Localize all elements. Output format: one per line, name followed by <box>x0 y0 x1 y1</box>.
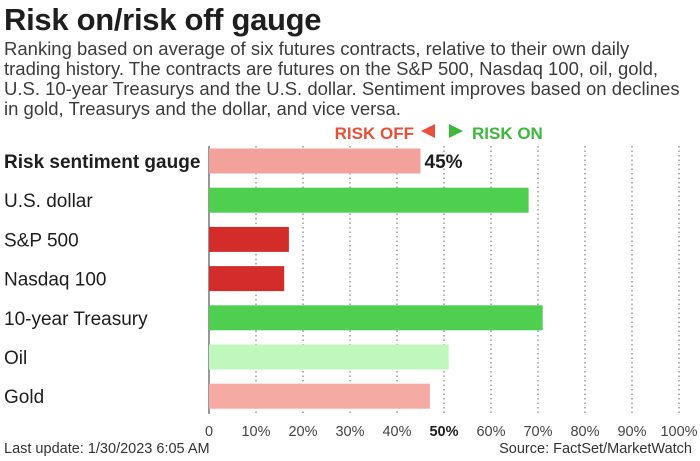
category-label: U.S. dollar <box>4 191 93 212</box>
x-tick-label: 70% <box>523 424 552 440</box>
subtitle-line: U.S. 10-year Treasurys and the U.S. doll… <box>4 78 680 99</box>
x-tick-label: 30% <box>335 424 364 440</box>
chart-title: Risk on/risk off gauge <box>4 2 322 37</box>
bar <box>209 226 289 252</box>
x-tick-label: 20% <box>288 424 317 440</box>
risk-off-arrow-icon <box>421 124 435 138</box>
bar <box>209 187 529 213</box>
x-tick-label: 80% <box>570 424 599 440</box>
subtitle-line: trading history. The contracts are futur… <box>4 58 659 79</box>
last-update-note: Last update: 1/30/2023 6:05 AM <box>4 441 210 457</box>
x-tick-label: 40% <box>382 424 411 440</box>
gauge-category-label: Risk sentiment gauge <box>4 152 200 173</box>
source-note: Source: FactSet/MarketWatch <box>499 441 692 457</box>
category-label: S&P 500 <box>4 230 79 251</box>
x-tick-label: 50% <box>429 424 458 440</box>
x-tick-label: 0 <box>205 424 213 440</box>
category-label: Gold <box>4 387 44 408</box>
x-tick-label: 60% <box>476 424 505 440</box>
bar <box>209 344 449 370</box>
x-tick-label: 90% <box>617 424 646 440</box>
x-tick-label: 100% <box>660 424 697 440</box>
category-label: 10-year Treasury <box>4 309 148 330</box>
subtitle-line: in gold, Treasurys and the dollar, and v… <box>4 98 401 119</box>
category-label: Oil <box>4 348 27 369</box>
risk-on-arrow-icon <box>449 124 463 138</box>
bar <box>209 266 285 292</box>
category-label: Nasdaq 100 <box>4 270 106 291</box>
risk-on-label: RISK ON <box>472 124 543 143</box>
bar <box>209 305 543 331</box>
chart-subtitle: Ranking based on average of six futures … <box>4 39 696 119</box>
data-label: 45% <box>425 152 463 173</box>
subtitle-line: Ranking based on average of six futures … <box>4 38 630 59</box>
x-tick-label: 10% <box>241 424 270 440</box>
risk-off-label: RISK OFF <box>335 124 414 143</box>
bar <box>209 148 421 174</box>
bar <box>209 383 430 409</box>
